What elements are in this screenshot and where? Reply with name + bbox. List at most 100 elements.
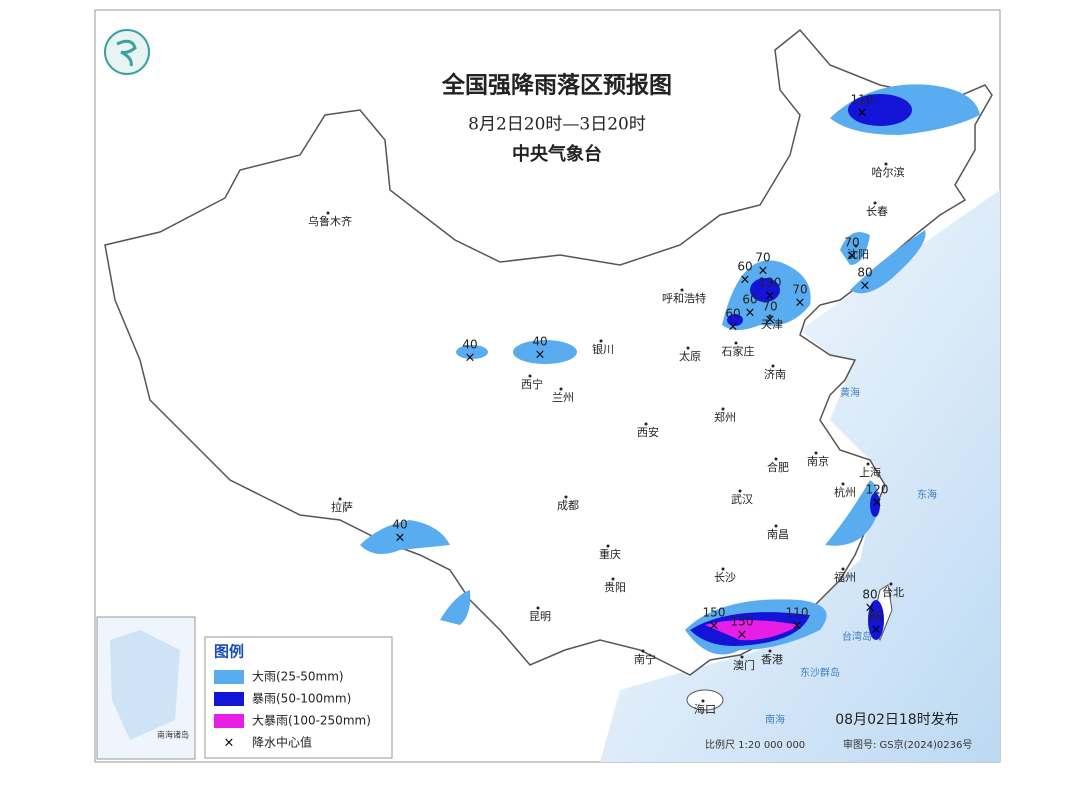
- city-dot: [641, 649, 645, 653]
- city-dot: [611, 577, 615, 581]
- city-label: 香港: [761, 653, 783, 666]
- legend-item: 大暴雨(100-250mm): [252, 714, 371, 728]
- rain-center-value: 60: [737, 260, 752, 274]
- city-dot: [606, 544, 610, 548]
- ocean: [600, 190, 1000, 762]
- inset-label: 南海诸岛: [157, 730, 189, 740]
- rain-center-mark: ×: [792, 619, 803, 634]
- city-label: 天津: [761, 318, 783, 331]
- city-dot: [884, 162, 888, 166]
- rain-center-mark: ×: [765, 289, 776, 304]
- rain-center-value: 80: [857, 266, 872, 280]
- city-dot: [644, 422, 648, 426]
- rain-center-mark: ×: [860, 279, 871, 294]
- city-label: 合肥: [767, 460, 789, 474]
- city-label: 上海: [859, 465, 881, 479]
- rain-center-value: 40: [462, 338, 477, 352]
- city-dot: [701, 699, 705, 703]
- rain-center-value: 40: [532, 335, 547, 349]
- rain-center-mark: ×: [871, 623, 882, 638]
- city-dot: [889, 582, 893, 586]
- city-dot: [536, 606, 540, 610]
- rain-center-mark: ×: [740, 273, 751, 288]
- period: 8月2日20时—3日20时: [468, 115, 646, 135]
- rain-center-mark: ×: [395, 531, 406, 546]
- city-label: 济南: [764, 367, 786, 381]
- city-label: 西安: [637, 425, 659, 439]
- city-label: 澳门: [733, 658, 755, 672]
- city-label: 台北: [882, 585, 904, 599]
- city-dot: [738, 489, 742, 493]
- svg-text:×: ×: [224, 736, 235, 751]
- city-label: 南宁: [634, 652, 656, 666]
- city-dot: [873, 201, 877, 205]
- sea-label: 南海: [765, 713, 785, 726]
- rain-center-value: 110: [786, 606, 809, 620]
- rain-center-value: 80: [862, 588, 877, 602]
- city-dot: [734, 341, 738, 345]
- city-dot: [866, 462, 870, 466]
- city-dot: [686, 346, 690, 350]
- rain-center-value: 150: [731, 615, 754, 629]
- rain-center-mark: ×: [847, 249, 858, 264]
- rain-center-value: 150: [703, 606, 726, 620]
- city-label: 郑州: [714, 410, 736, 424]
- rain-center-mark: ×: [745, 306, 756, 321]
- rain-areas: [360, 84, 980, 655]
- city-dot: [559, 387, 563, 391]
- rain-center-mark: ×: [728, 320, 739, 335]
- rain-center-value: 60: [725, 307, 740, 321]
- rain-center-mark: ×: [465, 351, 476, 366]
- city-label: 沈阳: [847, 247, 869, 261]
- city-label: 石家庄: [722, 344, 755, 358]
- city-label: 太原: [679, 350, 701, 363]
- rain-center-mark: ×: [535, 348, 546, 363]
- rain-center-value: 40: [392, 518, 407, 532]
- city-dot: [841, 567, 845, 571]
- issued: 08月02日18时发布: [835, 712, 958, 728]
- inset: 南海诸岛: [96, 616, 196, 760]
- legend-title: 图例: [214, 643, 244, 661]
- city-label: 拉萨: [331, 500, 353, 514]
- legend-item: 大雨(25-50mm): [252, 670, 344, 684]
- rain-center-mark: ×: [795, 296, 806, 311]
- city-label: 乌鲁木齐: [308, 214, 352, 228]
- city-dot: [774, 457, 778, 461]
- rain-center-value: 120: [866, 483, 889, 497]
- logo: [104, 29, 150, 75]
- rain-center-value: 130: [759, 276, 782, 290]
- scale: 比例尺 1:20 000 000: [705, 738, 805, 751]
- city-label: 长春: [866, 205, 888, 218]
- rain-center-mark: ×: [709, 619, 720, 634]
- city-dot: [740, 655, 744, 659]
- city-dot: [771, 364, 775, 368]
- city-label: 杭州: [834, 485, 856, 499]
- legend-item: 暴雨(50-100mm): [252, 692, 351, 706]
- city-dot: [599, 339, 603, 343]
- city-label: 重庆: [599, 547, 621, 561]
- city-dot: [721, 567, 725, 571]
- title: 全国强降雨落区预报图: [441, 72, 672, 99]
- approval: 审图号: GS京(2024)0236号: [843, 738, 972, 751]
- rain-center-value: 70: [792, 283, 807, 297]
- city-label: 长沙: [714, 571, 736, 584]
- sea-label: 东海: [917, 488, 937, 501]
- city-label: 贵阳: [604, 581, 626, 594]
- legend-item: 降水中心值: [252, 735, 312, 750]
- rain-center-mark: ×: [758, 264, 769, 279]
- rain-center-value: 70: [762, 300, 777, 314]
- city-dot: [768, 314, 772, 318]
- city-label: 成都: [557, 499, 579, 512]
- rain-center-value: 80: [868, 610, 883, 624]
- city-dot: [841, 482, 845, 486]
- city-label: 银川: [592, 342, 614, 356]
- city-dot: [338, 497, 342, 501]
- legend: 图例 × 大雨(25-50mm) 暴雨(50-100mm) 大暴雨(100-25…: [204, 636, 393, 759]
- sea-label: 台湾岛: [842, 630, 872, 643]
- sea-label: 东沙群岛: [800, 666, 840, 679]
- city-label: 海口: [694, 702, 716, 716]
- city-label: 西宁: [521, 377, 543, 391]
- rain-center-value: 70: [755, 251, 770, 265]
- city-dot: [854, 244, 858, 248]
